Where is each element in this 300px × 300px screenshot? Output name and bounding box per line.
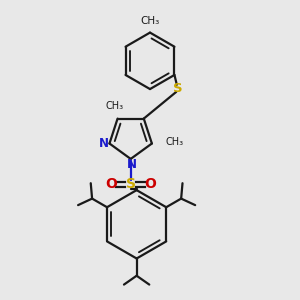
Text: N: N xyxy=(98,137,109,150)
Text: CH₃: CH₃ xyxy=(165,137,183,147)
Text: O: O xyxy=(144,177,156,191)
Text: CH₃: CH₃ xyxy=(106,101,124,111)
Text: CH₃: CH₃ xyxy=(140,16,160,26)
Text: S: S xyxy=(172,82,182,95)
Text: N: N xyxy=(127,158,137,171)
Text: S: S xyxy=(126,177,136,191)
Text: O: O xyxy=(105,177,117,191)
